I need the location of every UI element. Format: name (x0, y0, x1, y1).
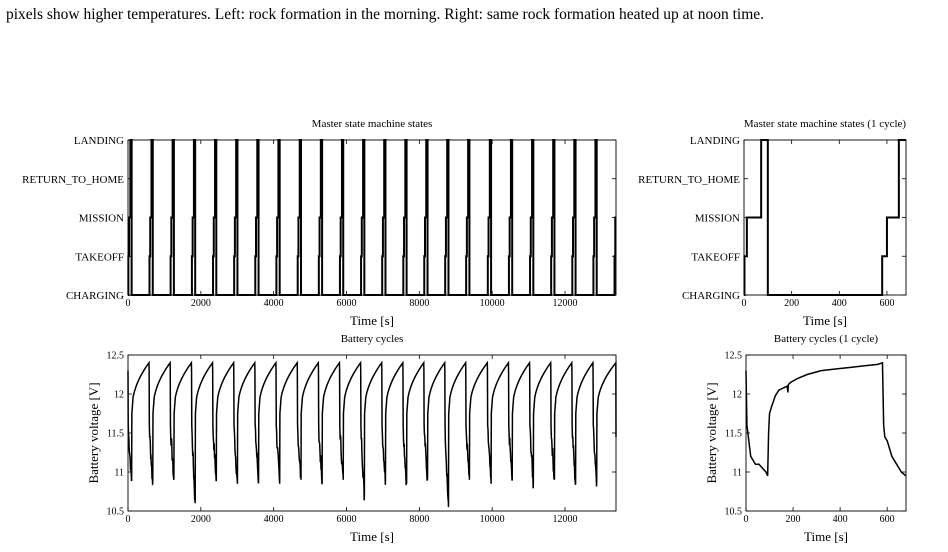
states_one-ytick-label: CHARGING (682, 290, 740, 302)
states_one-xtick-label: 0 (742, 298, 747, 309)
battery_one-ytick-label: 11.5 (725, 429, 742, 440)
states_one-xlabel: Time [s] (803, 313, 847, 328)
states_full-ytick-label: MISSION (79, 213, 124, 225)
battery_one-ytick-label: 11 (732, 468, 742, 479)
battery_one-axes-box (745, 354, 907, 512)
states_full-series-line (127, 139, 617, 296)
battery_full-ytick-label: 12 (114, 390, 124, 401)
battery_one-ytick-label: 10.5 (725, 507, 743, 518)
battery_full-ytick-label: 11.5 (107, 429, 124, 440)
battery_full-xtick-label: 2000 (191, 514, 211, 525)
battery_full-title: Battery cycles (341, 333, 404, 345)
states_full-xtick-label: 6000 (337, 298, 357, 309)
states_full-xlabel: Time [s] (350, 313, 394, 328)
states_full-xtick-label: 10000 (480, 298, 505, 309)
battery_full-xlabel: Time [s] (350, 529, 394, 544)
battery_one-ytick-label: 12 (732, 390, 742, 401)
states_one-xtick-label: 400 (832, 298, 847, 309)
battery_one-ylabel: Battery voltage [V] (704, 382, 719, 483)
battery_one-title: Battery cycles (1 cycle) (774, 333, 878, 345)
battery_one-ytick-label: 12.5 (725, 351, 743, 362)
battery_full-xtick-label: 4000 (264, 514, 284, 525)
states_full-title: Master state machine states (312, 118, 433, 130)
battery_one-xtick-label: 600 (880, 514, 895, 525)
states_one-ytick-label: LANDING (690, 135, 740, 147)
states_full-xtick-label: 4000 (264, 298, 284, 309)
battery_full-ytick-label: 10.5 (107, 507, 125, 518)
battery_full-xtick-label: 12000 (553, 514, 578, 525)
states_one-ytick-label: MISSION (695, 213, 740, 225)
battery_one-xtick-label: 200 (786, 514, 801, 525)
battery_full-xtick-label: 8000 (409, 514, 429, 525)
battery_full-xtick-label: 10000 (480, 514, 505, 525)
states_full-ytick-label: RETURN_TO_HOME (22, 174, 124, 186)
states_one-xtick-label: 600 (879, 298, 894, 309)
states_full-xtick-label: 0 (126, 298, 131, 309)
battery_full-ytick-label: 12.5 (107, 351, 125, 362)
battery_full-ytick-label: 11 (114, 468, 124, 479)
states_one-ytick-label: RETURN_TO_HOME (638, 174, 740, 186)
battery_full-xtick-label: 0 (126, 514, 131, 525)
battery_one-xlabel: Time [s] (804, 529, 848, 544)
battery_one-xtick-label: 400 (833, 514, 848, 525)
battery_one-xtick-label: 0 (744, 514, 749, 525)
battery_one-series-line (745, 361, 907, 477)
battery_full-ylabel: Battery voltage [V] (86, 382, 101, 483)
battery_full-series-line (127, 360, 617, 508)
states_full-ytick-label: CHARGING (66, 290, 124, 302)
states_full-ytick-label: LANDING (74, 135, 124, 147)
figure-caption-fragment: pixels show higher temperatures. Left: r… (6, 6, 765, 23)
states_full-ytick-label: TAKEOFF (75, 251, 124, 263)
states_full-xtick-label: 2000 (191, 298, 211, 309)
states_full-xtick-label: 12000 (553, 298, 578, 309)
states_one-title: Master state machine states (1 cycle) (744, 118, 907, 130)
states_one-ytick-label: TAKEOFF (691, 251, 740, 263)
battery_full-xtick-label: 6000 (337, 514, 357, 525)
states_full-xtick-label: 8000 (409, 298, 429, 309)
states_one-series-line (743, 139, 906, 296)
states_full-axes-box (127, 139, 617, 296)
states_one-xtick-label: 200 (784, 298, 799, 309)
